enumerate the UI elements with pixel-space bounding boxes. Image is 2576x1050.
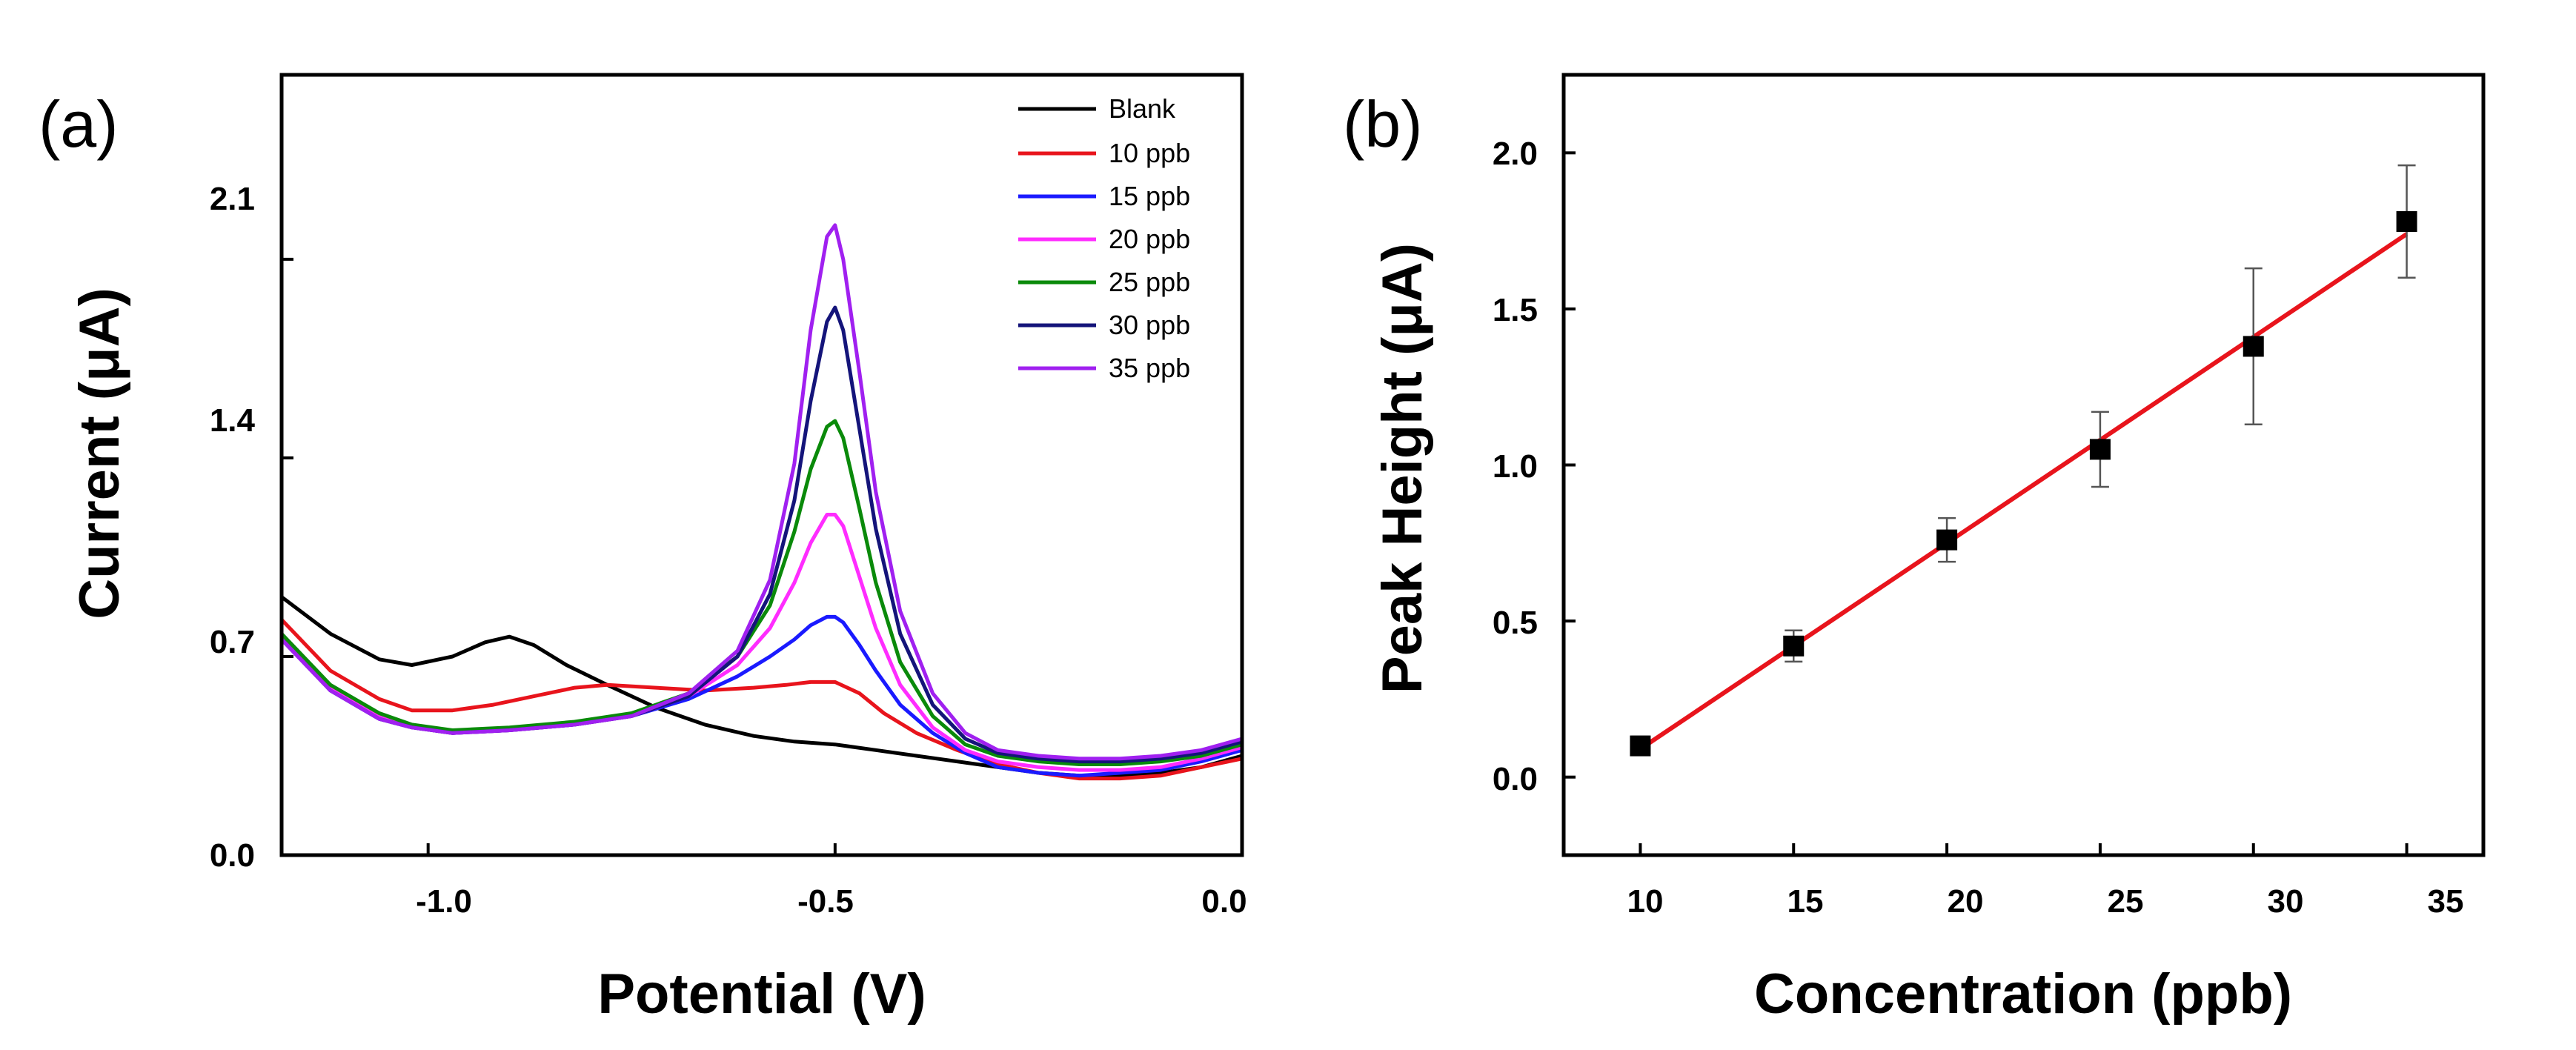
panel-a-spectra-chart: (a) 0.0 0.7 1.4 2.1 -1.0 -0.5 0.0 Potent…	[39, 73, 1247, 1026]
b-ytick-label: 0.5	[1493, 605, 1538, 641]
panel-b-calibration-chart: (b) 0.0 0.5 1.0 1.5 2.0 10 15 20 25 30 3…	[1343, 73, 2486, 1026]
a-xtick-label: 0.0	[1201, 883, 1246, 920]
panel-b-points-group	[1630, 164, 2417, 757]
legend-label-30ppb: 30 ppb	[1109, 310, 1190, 340]
legend-label-blank: Blank	[1109, 93, 1176, 124]
legend-label-25ppb: 25 ppb	[1109, 267, 1190, 297]
legend-label-15ppb: 15 ppb	[1109, 181, 1190, 211]
series-line-30ppb	[279, 305, 1244, 764]
legend-label-20ppb: 20 ppb	[1109, 224, 1190, 254]
data-point	[1783, 635, 1805, 657]
series-line-20ppb	[279, 513, 1244, 772]
panel-a-plot-frame	[279, 73, 1244, 857]
b-ytick-label: 2.0	[1493, 136, 1538, 172]
panel-b-label: (b)	[1343, 87, 1423, 161]
panel-a-legend: Blank 10 ppb 15 ppb 20 ppb 25 ppb 30 ppb…	[1018, 93, 1190, 383]
panel-a-x-axis-title: Potential (V)	[597, 963, 926, 1026]
data-point	[2243, 336, 2264, 357]
b-xtick-label: 10	[1627, 883, 1664, 920]
data-point	[2396, 210, 2417, 232]
panel-a-label: (a)	[39, 87, 119, 161]
series-line-35ppb	[279, 223, 1244, 761]
b-ytick-label: 1.0	[1493, 448, 1538, 485]
a-ytick-label: 1.4	[210, 402, 256, 439]
panel-b-y-axis-title: Peak Height (μA)	[1371, 243, 1434, 694]
b-xtick-label: 30	[2268, 883, 2304, 920]
linear-fit-line	[1639, 232, 2409, 751]
a-xtick-label: -1.0	[416, 883, 472, 920]
series-line-10ppb	[279, 617, 1244, 781]
b-xtick-label: 35	[2428, 883, 2464, 920]
panel-b-ticks	[1564, 151, 2409, 855]
a-ytick-label: 2.1	[210, 181, 255, 217]
legend-label-35ppb: 35 ppb	[1109, 353, 1190, 383]
b-xtick-label: 15	[1787, 883, 1824, 920]
a-xtick-label: -0.5	[797, 883, 854, 920]
a-ytick-label: 0.7	[210, 624, 255, 660]
data-point	[1936, 529, 1958, 551]
b-ytick-label: 0.0	[1493, 761, 1538, 797]
b-xtick-label: 25	[2108, 883, 2144, 920]
series-line-15ppb	[279, 614, 1244, 778]
data-point	[2089, 439, 2111, 460]
series-line-25ppb	[279, 419, 1244, 766]
panel-b-plot-frame	[1561, 73, 2486, 857]
legend-label-10ppb: 10 ppb	[1109, 138, 1190, 168]
data-point	[1630, 735, 1651, 757]
panel-b-fit-line-group	[1639, 232, 2409, 751]
panel-a-y-axis-title: Current (μA)	[68, 288, 131, 619]
b-xtick-label: 20	[1948, 883, 1984, 920]
b-ytick-label: 1.5	[1493, 292, 1538, 328]
panel-a-series-group	[279, 223, 1244, 781]
panel-b-x-axis-title: Concentration (ppb)	[1754, 963, 2292, 1026]
a-ytick-label: 0.0	[210, 837, 255, 874]
